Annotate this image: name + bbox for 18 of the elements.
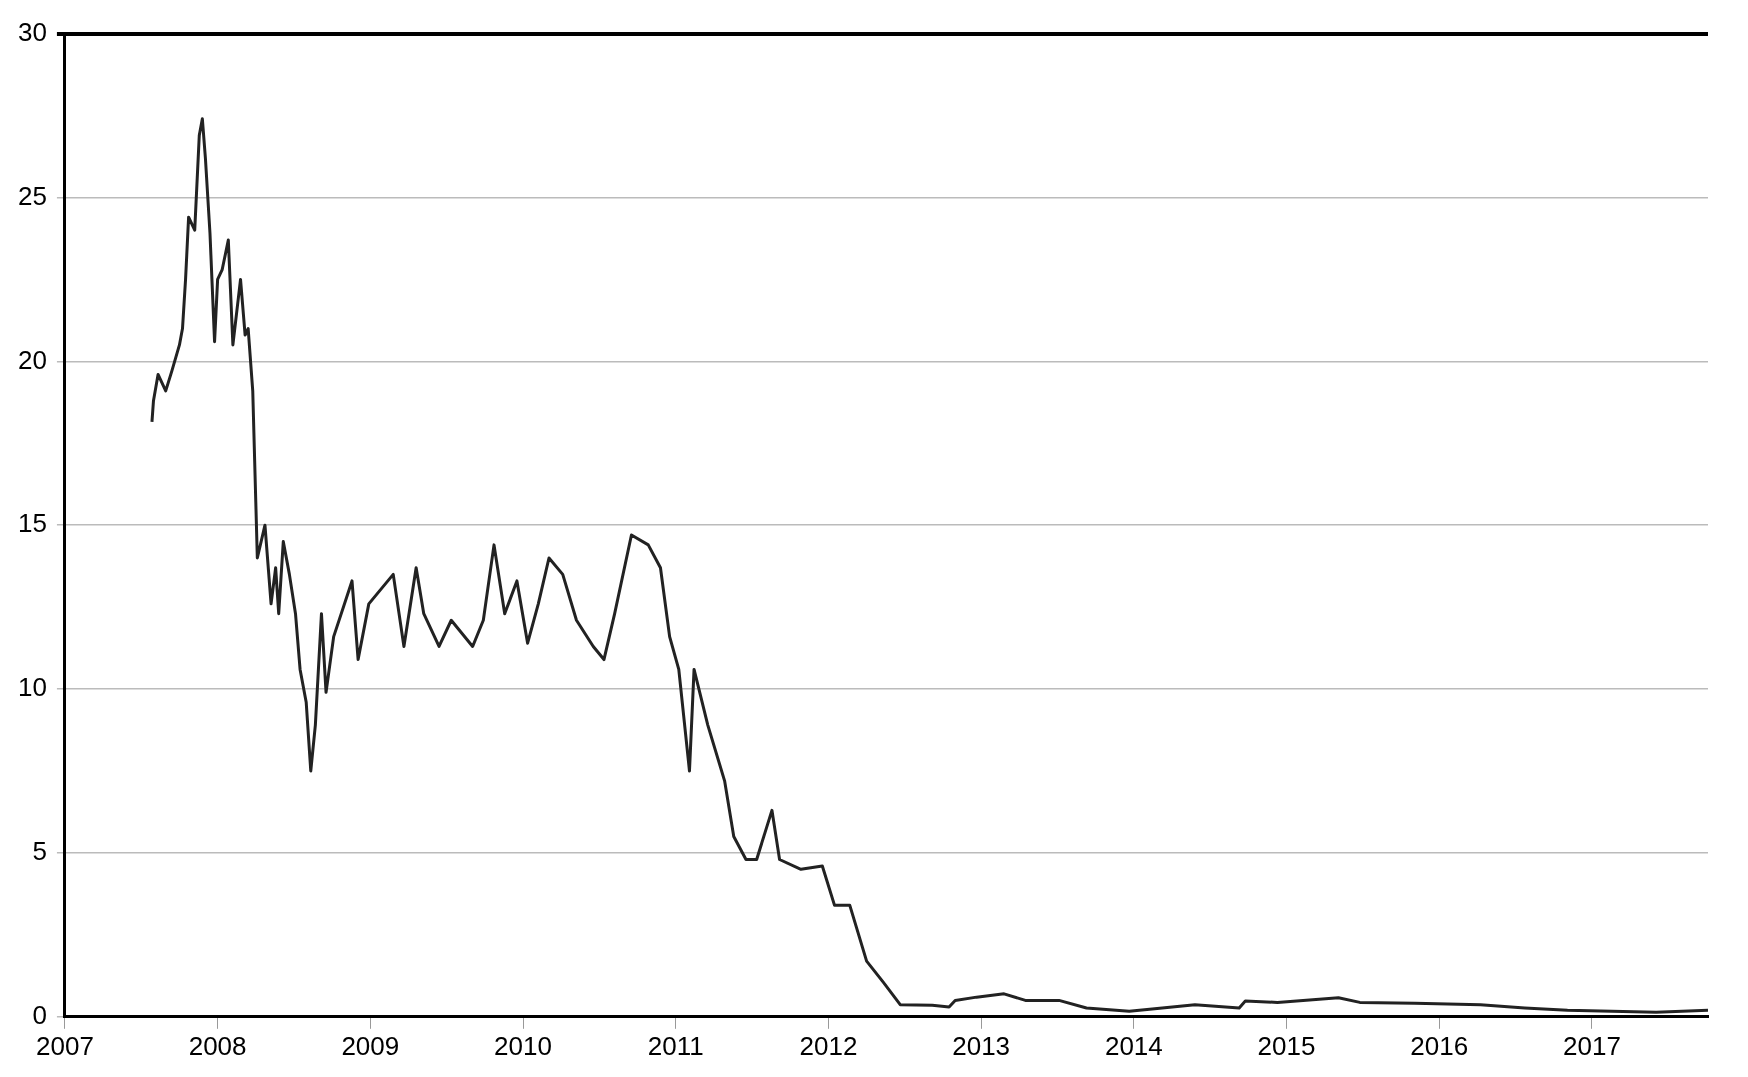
y-tick-label: 20: [18, 344, 47, 375]
y-tick-label: 10: [18, 672, 47, 703]
x-tick-label: 2012: [799, 1030, 858, 1061]
x-tick-label: 2013: [952, 1030, 1011, 1061]
x-tick-label: 2011: [647, 1030, 704, 1061]
x-tick-label: 2008: [188, 1030, 247, 1061]
y-tick-label: 15: [18, 508, 47, 539]
x-tick-label: 2016: [1410, 1030, 1469, 1061]
y-tick-label: 0: [32, 999, 47, 1030]
x-tick-label: 2010: [494, 1030, 552, 1061]
y-tick-label: 30: [18, 16, 47, 47]
x-tick-label: 2009: [341, 1030, 400, 1061]
x-tick-label: 2007: [36, 1030, 94, 1061]
x-tick-label: 2017: [1563, 1030, 1621, 1061]
x-tick-label: 2014: [1104, 1030, 1163, 1061]
y-tick-label: 25: [18, 180, 47, 211]
y-tick-label: 5: [32, 836, 47, 867]
x-tick-label: 2015: [1257, 1030, 1316, 1061]
